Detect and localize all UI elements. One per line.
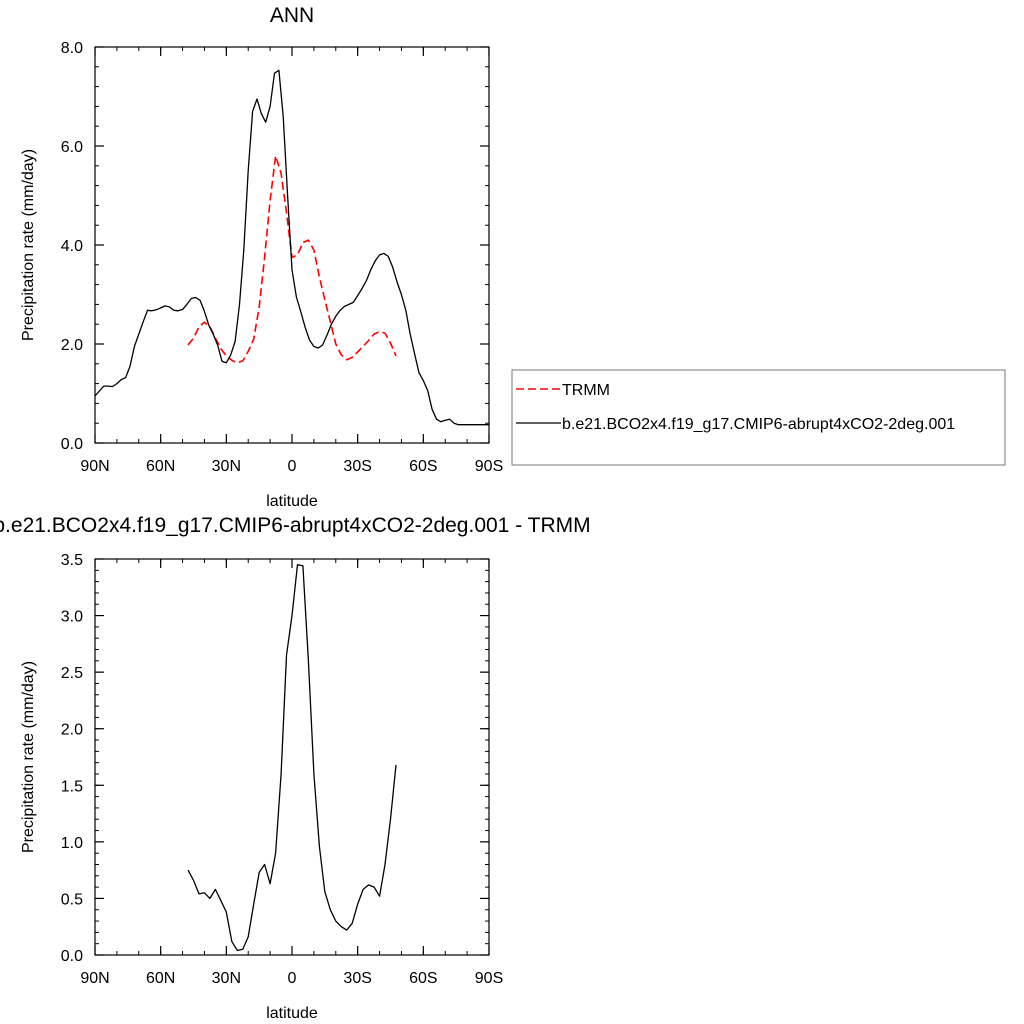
x-tick-label: 60N (146, 458, 175, 475)
x-tick-label: 90N (80, 458, 109, 475)
legend: TRMM b.e21.BCO2x4.f19_g17.CMIP6-abrupt4x… (511, 369, 1006, 466)
y-tick-label: 0.0 (61, 436, 83, 453)
y-tick-label: 6.0 (61, 139, 83, 156)
chart-panel-climatology: ANN 0.02.04.06.08.0 90N 60N 30N 0 30S 60S 90S … (20, 4, 1006, 510)
legend-label-model: b.e21.BCO2x4.f19_g17.CMIP6-abrupt4xCO2-2… (562, 416, 955, 433)
series-line-trmm (187, 155, 397, 364)
series-line-model (94, 69, 489, 426)
x-tick-label: 30N (212, 458, 241, 475)
plot-frame (94, 46, 490, 444)
x-tick-label: 30S (343, 970, 371, 987)
x-tick-label: 30N (212, 970, 241, 987)
x-tick-label: 0 (288, 970, 297, 987)
x-tick-label: 60S (409, 458, 437, 475)
y-axis-label: Precipitation rate (mm/day) (20, 149, 37, 341)
y-tick-label: 3.5 (61, 552, 83, 569)
y-tick-labels: 0.0 0.5 1.0 1.5 2.0 2.5 3.0 3.5 (61, 552, 83, 965)
chart-panel-difference: b.e21.BCO2x4.f19_g17.CMIP6-abrupt4xCO2-2… (0, 514, 591, 1022)
x-axis-label: latitude (266, 493, 318, 510)
y-tick-label: 0.0 (61, 948, 83, 965)
series-lines (187, 564, 397, 952)
series-lines (94, 69, 489, 426)
y-tick-label: 3.0 (61, 609, 83, 626)
chart-title: ANN (270, 4, 314, 27)
x-axis-label: latitude (266, 1005, 318, 1022)
x-tick-label: 90S (475, 458, 503, 475)
x-tick-label: 60S (409, 970, 437, 987)
x-tick-label: 0 (288, 458, 297, 475)
y-tick-label: 2.5 (61, 665, 83, 682)
y-tick-label: 2.0 (61, 337, 83, 354)
x-tick-label: 60N (146, 970, 175, 987)
y-tick-label: 4.0 (61, 238, 83, 255)
y-axis-label: Precipitation rate (mm/day) (20, 661, 37, 853)
y-tick-label: 2.0 (61, 722, 83, 739)
y-tick-label: 8.0 (61, 40, 83, 57)
y-tick-label: 0.5 (61, 891, 83, 908)
legend-box (511, 369, 1006, 466)
legend-label-trmm: TRMM (562, 382, 610, 399)
x-tick-label: 90N (80, 970, 109, 987)
x-tick-label: 90S (475, 970, 503, 987)
axis-ticks (94, 46, 490, 444)
y-tick-label: 1.0 (61, 835, 83, 852)
x-tick-label: 30S (343, 458, 371, 475)
x-tick-labels: 90N 60N 30N 0 30S 60S 90S (80, 970, 503, 987)
y-tick-label: 1.5 (61, 778, 83, 795)
x-tick-labels: 90N 60N 30N 0 30S 60S 90S (80, 458, 503, 475)
plot-frame (94, 558, 490, 956)
series-line-difference (187, 564, 397, 952)
y-tick-labels: 0.0 2.0 4.0 6.0 8.0 (61, 40, 83, 453)
chart-title: b.e21.BCO2x4.f19_g17.CMIP6-abrupt4xCO2-2… (0, 514, 591, 537)
